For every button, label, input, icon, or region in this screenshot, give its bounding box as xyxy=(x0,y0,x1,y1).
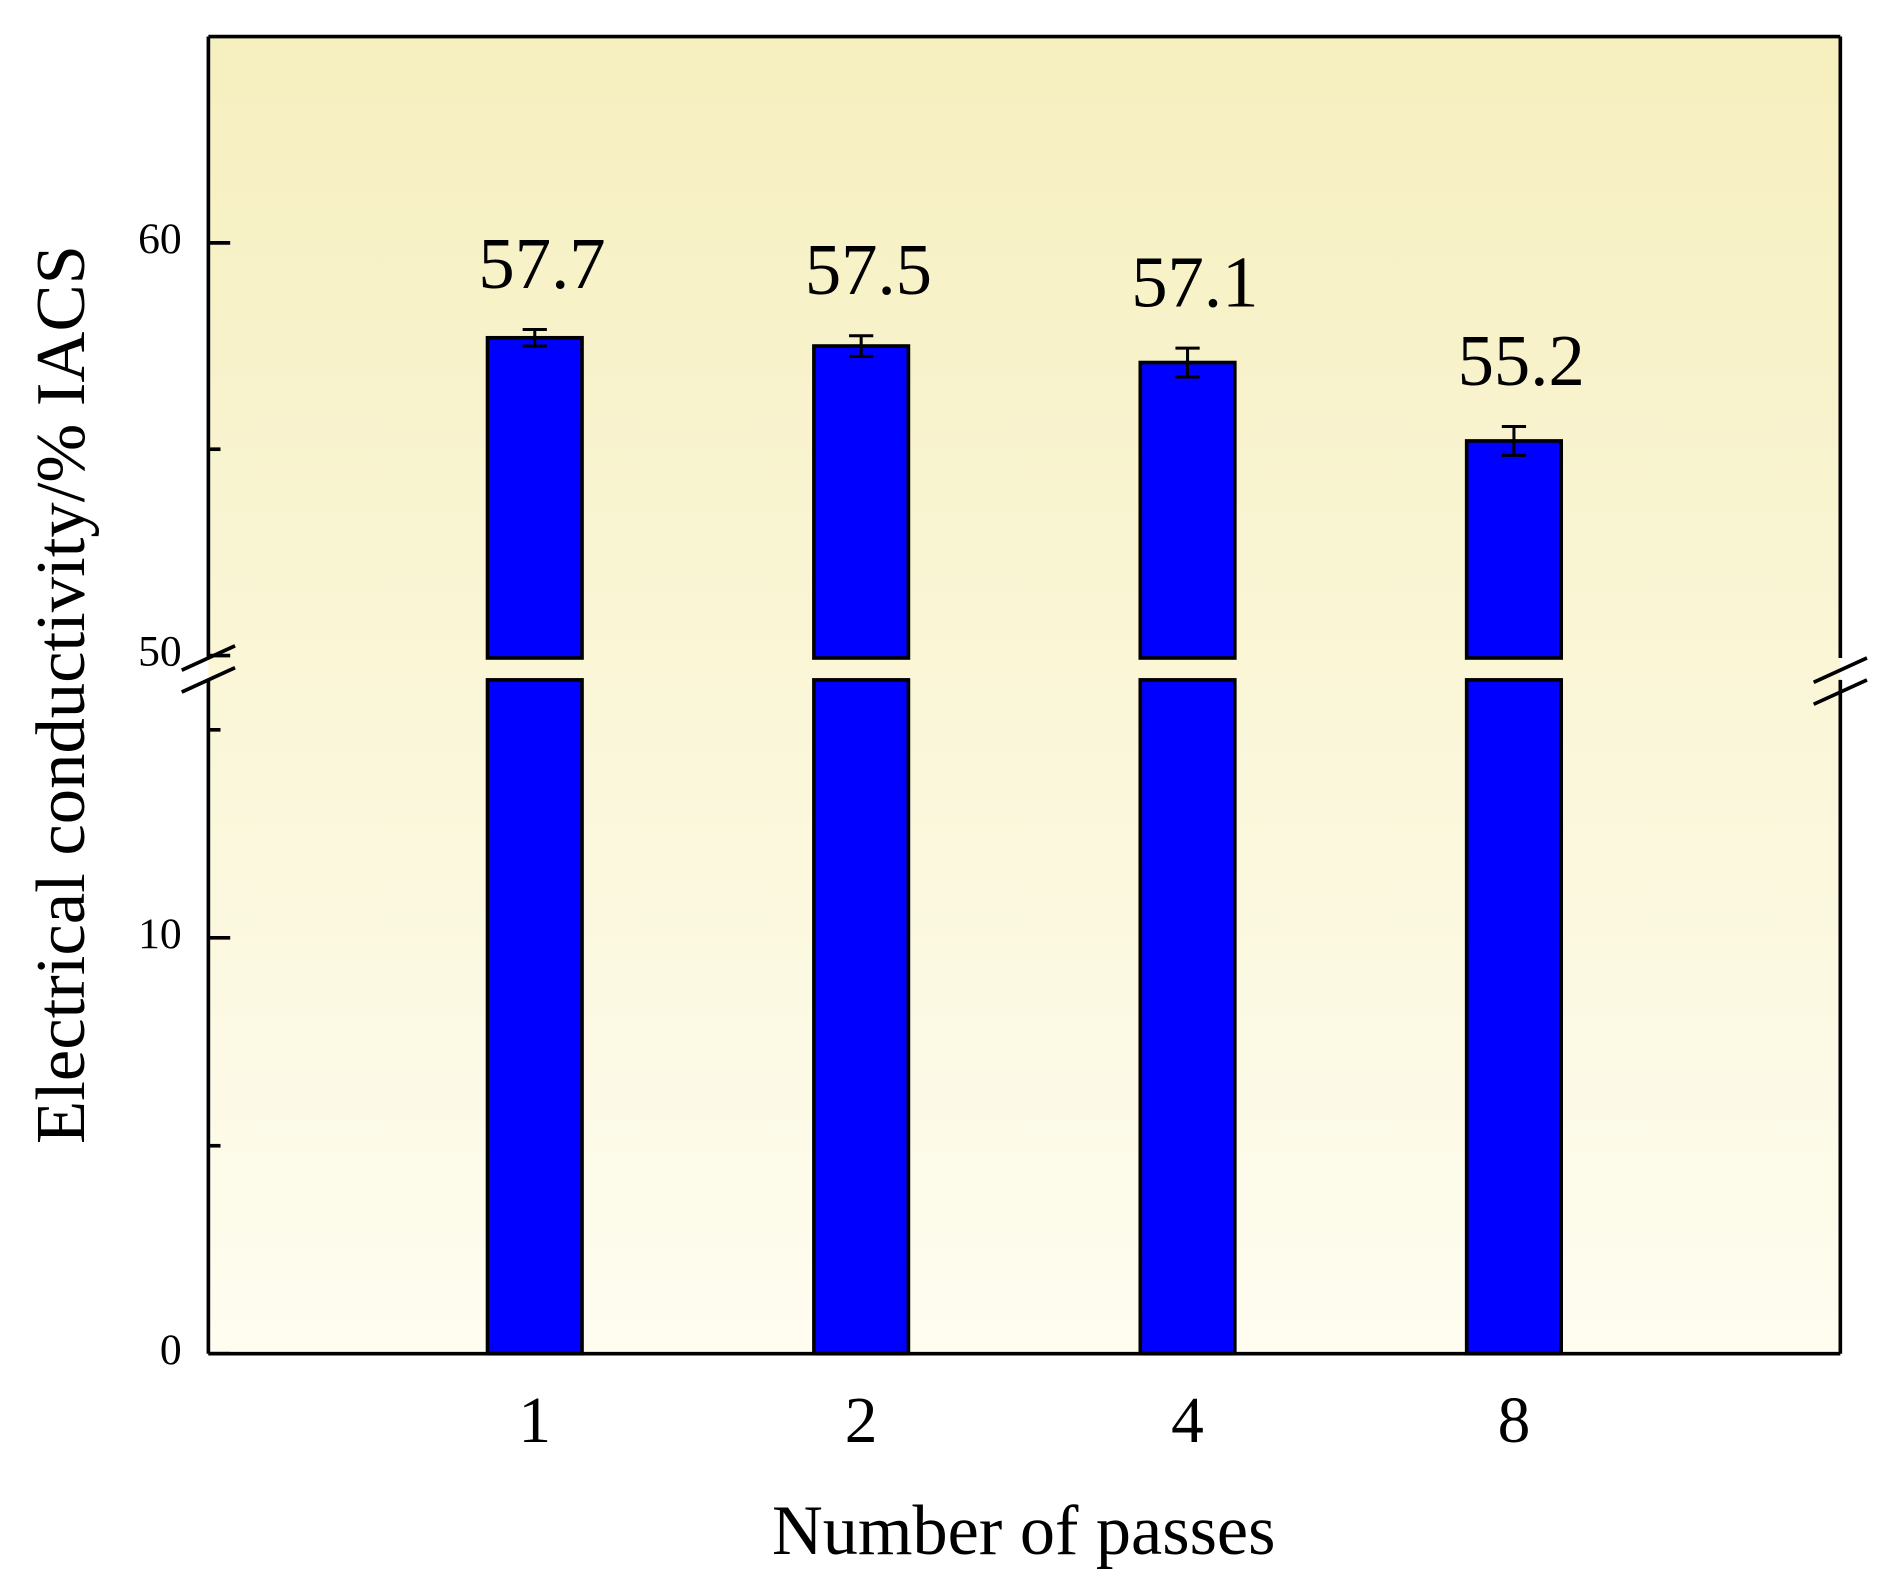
y-tick-label: 0 xyxy=(160,1326,182,1374)
y-tick-label: 50 xyxy=(138,627,182,675)
bar xyxy=(485,678,584,1356)
error-bar xyxy=(849,334,874,358)
bar xyxy=(812,678,911,1356)
bar xyxy=(812,344,911,660)
bar xyxy=(1138,360,1237,660)
x-tick-label: 4 xyxy=(1171,1385,1204,1457)
break-mark xyxy=(1812,656,1868,685)
data-label: 57.7 xyxy=(478,223,605,304)
data-label: 57.5 xyxy=(805,229,932,310)
bar xyxy=(1138,678,1237,1356)
data-label: 57.1 xyxy=(1131,241,1258,322)
x-axis-title: Number of passes xyxy=(772,1492,1275,1570)
error-bar xyxy=(1175,346,1200,379)
bar xyxy=(1464,439,1564,660)
break-mark xyxy=(1812,678,1868,706)
y-tick-label: 60 xyxy=(138,215,182,263)
y-axis-title: Electrical conductivity/% IACS xyxy=(22,245,100,1144)
y-tick-label: 10 xyxy=(138,910,182,958)
break-mark xyxy=(180,666,236,694)
x-tick-label: 2 xyxy=(845,1385,878,1457)
break-mark xyxy=(180,644,236,672)
x-tick-label: 1 xyxy=(518,1385,551,1457)
error-bar xyxy=(522,328,547,348)
data-label: 55.2 xyxy=(1458,320,1585,401)
x-tick-label: 8 xyxy=(1498,1385,1531,1457)
error-bar xyxy=(1501,424,1527,457)
bar xyxy=(485,335,584,660)
plot-area xyxy=(208,36,1841,1354)
bar xyxy=(1464,678,1564,1356)
